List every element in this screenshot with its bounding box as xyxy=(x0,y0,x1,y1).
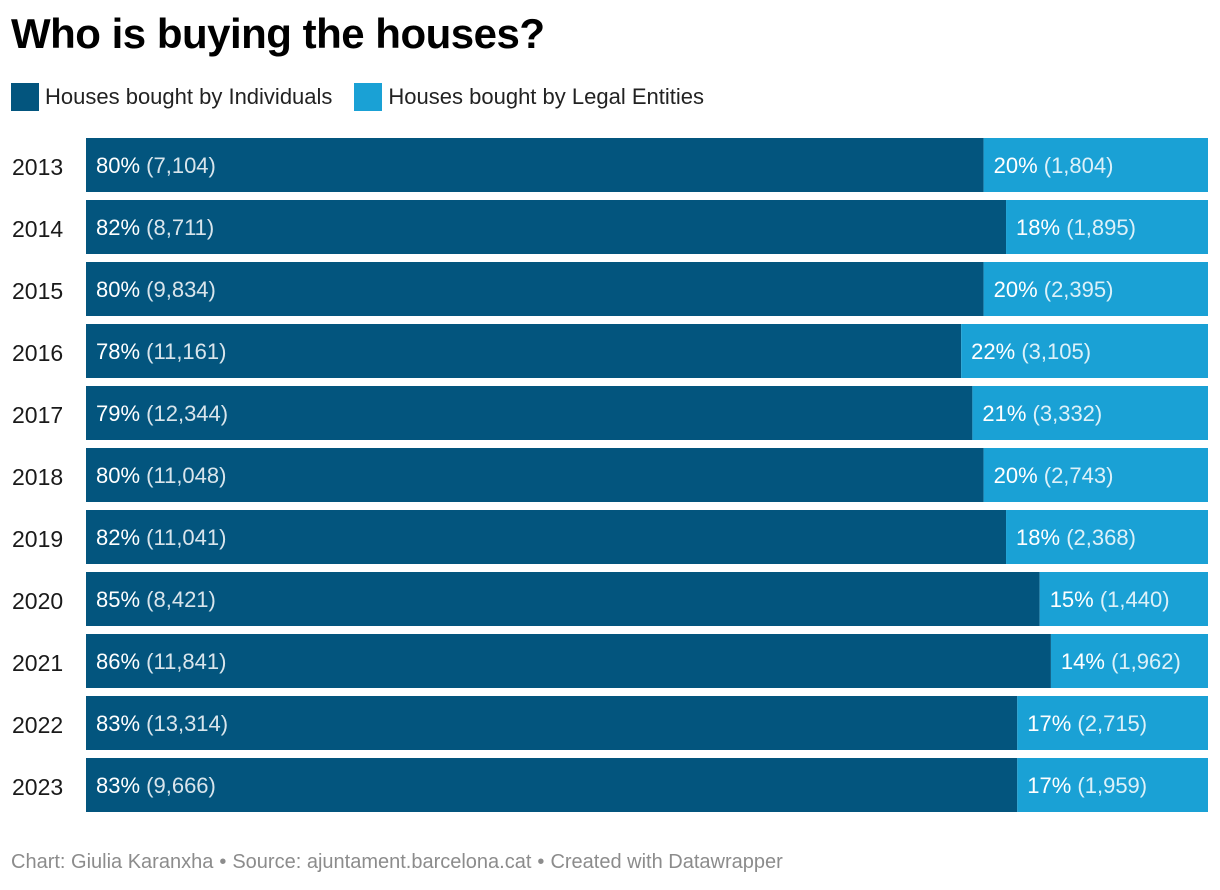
data-label-legal-entities-2021: 14% (1,962) xyxy=(1061,649,1181,674)
bar-individuals-2014 xyxy=(86,200,1007,254)
bar-legal-entities-2013 xyxy=(983,138,1208,192)
bar-legal-entities-2015 xyxy=(983,262,1208,316)
legend-label-individuals: Houses bought by Individuals xyxy=(45,84,333,109)
bar-legal-entities-2014 xyxy=(1006,200,1208,254)
bar-individuals-2022 xyxy=(86,696,1018,750)
footer-created-with: Created with Datawrapper xyxy=(550,851,783,873)
data-label-individuals-2021: 86% (11,841) xyxy=(96,649,226,674)
y-tick-label-2013: 2013 xyxy=(12,154,63,180)
bar-individuals-2021 xyxy=(86,634,1051,688)
footer-author: Chart: Giulia Karanxha xyxy=(11,851,214,873)
data-label-legal-entities-2016: 22% (3,105) xyxy=(971,339,1091,364)
bar-individuals-2023 xyxy=(86,758,1018,812)
data-label-individuals-2023: 83% (9,666) xyxy=(96,773,216,798)
y-tick-label-2023: 2023 xyxy=(12,774,63,800)
data-label-legal-entities-2017: 21% (3,332) xyxy=(982,401,1102,426)
data-label-individuals-2013: 80% (7,104) xyxy=(96,153,216,178)
y-tick-label-2018: 2018 xyxy=(12,464,63,490)
data-label-legal-entities-2023: 17% (1,959) xyxy=(1027,773,1147,798)
data-label-legal-entities-2019: 18% (2,368) xyxy=(1016,525,1136,550)
legend-item-individuals: Houses bought by Individuals xyxy=(11,83,332,111)
bar-legal-entities-2016 xyxy=(961,324,1208,378)
bar-individuals-2016 xyxy=(86,324,962,378)
data-label-legal-entities-2018: 20% (2,743) xyxy=(994,463,1114,488)
chart-title: Who is buying the houses? xyxy=(11,10,545,57)
data-label-legal-entities-2022: 17% (2,715) xyxy=(1027,711,1147,736)
footer-source: Source: ajuntament.barcelona.cat xyxy=(232,851,532,873)
bar-legal-entities-2021 xyxy=(1050,634,1208,688)
data-label-individuals-2017: 79% (12,344) xyxy=(96,401,228,426)
data-label-individuals-2022: 83% (13,314) xyxy=(96,711,228,736)
y-tick-label-2015: 2015 xyxy=(12,278,63,304)
bar-legal-entities-2023 xyxy=(1017,758,1208,812)
y-tick-label-2017: 2017 xyxy=(12,402,63,428)
bar-legal-entities-2022 xyxy=(1017,696,1208,750)
legend-swatch-individuals xyxy=(11,83,39,111)
footer-separator: • xyxy=(537,851,545,873)
y-tick-label-2020: 2020 xyxy=(12,588,63,614)
y-tick-label-2014: 2014 xyxy=(12,216,63,242)
data-label-individuals-2020: 85% (8,421) xyxy=(96,587,216,612)
legend: Houses bought by Individuals Houses boug… xyxy=(11,82,726,112)
data-label-individuals-2016: 78% (11,161) xyxy=(96,339,226,364)
y-tick-label-2021: 2021 xyxy=(12,650,63,676)
data-label-individuals-2015: 80% (9,834) xyxy=(96,277,216,302)
y-tick-label-2019: 2019 xyxy=(12,526,63,552)
data-label-legal-entities-2013: 20% (1,804) xyxy=(994,153,1114,178)
bar-legal-entities-2018 xyxy=(983,448,1208,502)
legend-swatch-legal-entities xyxy=(354,83,383,111)
bar-individuals-2020 xyxy=(86,572,1040,626)
bar-individuals-2017 xyxy=(86,386,973,440)
bar-individuals-2018 xyxy=(86,448,984,502)
data-label-individuals-2014: 82% (8,711) xyxy=(96,215,214,240)
data-label-individuals-2018: 80% (11,048) xyxy=(96,463,226,488)
y-tick-label-2022: 2022 xyxy=(12,712,63,738)
legend-label-legal-entities: Houses bought by Legal Entities xyxy=(388,84,704,109)
data-label-legal-entities-2014: 18% (1,895) xyxy=(1016,215,1136,240)
bar-individuals-2015 xyxy=(86,262,984,316)
data-label-individuals-2019: 82% (11,041) xyxy=(96,525,226,550)
footer-separator: • xyxy=(219,851,227,873)
bar-individuals-2019 xyxy=(86,510,1007,564)
bar-legal-entities-2020 xyxy=(1039,572,1208,626)
bar-individuals-2013 xyxy=(86,138,984,192)
data-label-legal-entities-2015: 20% (2,395) xyxy=(994,277,1114,302)
bar-legal-entities-2017 xyxy=(972,386,1208,440)
y-tick-label-2016: 2016 xyxy=(12,340,63,366)
chart-footer: Chart: Giulia Karanxha • Source: ajuntamen… xyxy=(11,851,783,874)
legend-item-legal-entities: Houses bought by Legal Entities xyxy=(354,83,704,111)
bar-legal-entities-2019 xyxy=(1006,510,1208,564)
data-label-legal-entities-2020: 15% (1,440) xyxy=(1050,587,1170,612)
